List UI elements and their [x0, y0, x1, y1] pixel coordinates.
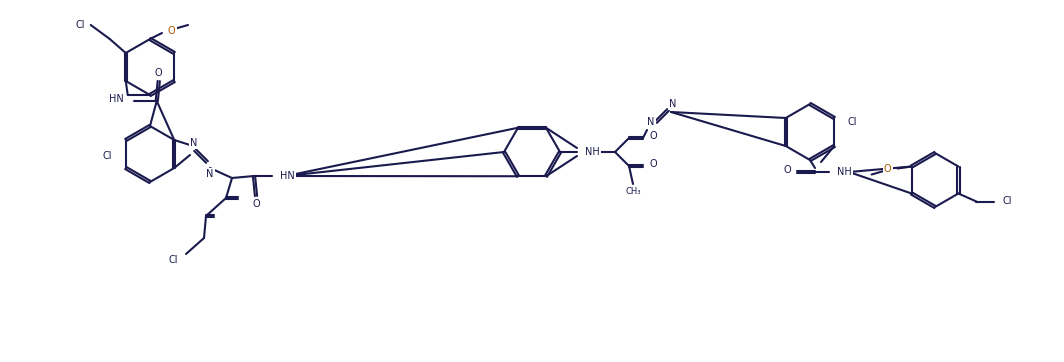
- Text: Cl: Cl: [168, 255, 178, 265]
- Text: NH: NH: [585, 147, 600, 157]
- Text: O: O: [884, 164, 892, 173]
- Text: Cl: Cl: [102, 151, 112, 161]
- Text: HN: HN: [280, 171, 295, 181]
- Text: Cl: Cl: [1002, 197, 1012, 206]
- Text: CH₃: CH₃: [626, 188, 641, 197]
- Text: O: O: [168, 26, 176, 36]
- Text: NH: NH: [837, 167, 852, 177]
- Text: O: O: [783, 165, 791, 175]
- Text: N: N: [206, 169, 214, 179]
- Text: O: O: [649, 159, 656, 169]
- Text: HN: HN: [109, 94, 123, 104]
- Text: N: N: [647, 117, 654, 127]
- Text: N: N: [669, 99, 677, 109]
- Text: O: O: [649, 131, 656, 141]
- Text: Cl: Cl: [848, 117, 858, 127]
- Text: O: O: [252, 199, 260, 209]
- Text: O: O: [155, 68, 163, 78]
- Text: N: N: [190, 138, 198, 148]
- Text: Cl: Cl: [76, 20, 85, 30]
